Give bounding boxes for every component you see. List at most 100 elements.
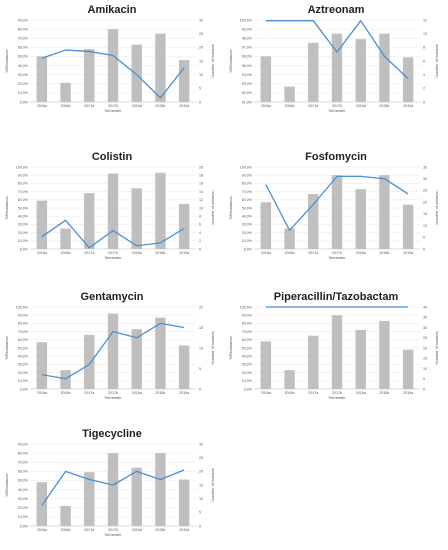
y-axis-title: %Resistance [4, 49, 9, 73]
bar [60, 82, 71, 102]
bar [308, 42, 319, 102]
y-tick-label: 80,0% [18, 182, 29, 186]
y-tick-label: 60,0% [242, 198, 253, 202]
y2-tick-label: 10 [199, 346, 203, 350]
y2-tick-label: 30 [423, 177, 427, 181]
y-tick-label: 98,0% [242, 37, 253, 41]
y-tick-label: 0,0% [20, 100, 29, 104]
x-tick-label: 2017a [84, 251, 94, 255]
y-tick-label: 0,0% [20, 524, 29, 528]
y2-tick-label: 20 [199, 46, 203, 50]
y-tick-label: 92,0% [242, 91, 253, 95]
y-tick-label: 30,0% [242, 223, 253, 227]
x-tick-label: 2016a [261, 391, 271, 395]
y2-tick-label: 10 [423, 32, 427, 36]
x-tick-label: 2017a [84, 104, 94, 108]
x-tick-label: 2018b [379, 104, 389, 108]
y-tick-label: 95,0% [242, 64, 253, 68]
y-tick-label: 70,0% [242, 190, 253, 194]
y-tick-label: 10,0% [242, 239, 253, 243]
y2-tick-label: 30 [199, 442, 203, 446]
y2-tick-label: 20 [423, 200, 427, 204]
x-tick-label: 2017b [332, 104, 342, 108]
y-axis-title: %Resistance [4, 196, 9, 220]
y-tick-label: 100,0% [240, 165, 253, 169]
y2-tick-label: 15 [199, 483, 203, 487]
x-tick-label: 2016b [61, 528, 71, 532]
y-tick-label: 50,0% [242, 346, 253, 350]
y-tick-label: 10,0% [18, 379, 29, 383]
y-tick-label: 60,0% [18, 470, 29, 474]
y2-tick-label: 25 [423, 336, 427, 340]
x-tick-label: 2018a [132, 251, 142, 255]
bar [36, 56, 48, 102]
y-tick-label: 80,0% [242, 322, 253, 326]
y2-axis-title: Number of isolates [210, 191, 215, 224]
bar [155, 453, 166, 526]
y2-tick-label: 0 [199, 247, 201, 251]
y-tick-label: 10,0% [242, 379, 253, 383]
y-tick-label: 50,0% [242, 206, 253, 210]
y2-tick-label: 5 [199, 87, 201, 91]
y-axis-title: %Resistance [228, 336, 233, 360]
y2-tick-label: 25 [199, 456, 203, 460]
bar [284, 86, 295, 102]
x-axis-title: Semester [104, 395, 122, 400]
y-tick-label: 70,0% [18, 190, 29, 194]
bar [402, 57, 414, 102]
x-tick-label: 2016b [285, 251, 295, 255]
y2-tick-label: 2 [199, 239, 201, 243]
y2-tick-label: 4 [423, 73, 425, 77]
bar [36, 200, 48, 249]
y2-tick-label: 5 [423, 377, 425, 381]
chart-tigecycline: Tigecycline 0,0% 10,0% 20,0% 30,0% 40,0% 50,0… [0, 428, 224, 542]
y2-tick-label: 20 [423, 346, 427, 350]
bar [84, 334, 95, 389]
y2-tick-label: 25 [199, 32, 203, 36]
y-axis-title: %Resistance [228, 196, 233, 220]
y-tick-label: 40,0% [18, 215, 29, 219]
y2-tick-label: 40 [423, 305, 427, 309]
bar [107, 173, 119, 249]
y2-tick-label: 15 [423, 212, 427, 216]
y-tick-label: 60,0% [18, 338, 29, 342]
x-tick-label: 2019a [403, 104, 413, 108]
y2-tick-label: 20 [199, 165, 203, 169]
y2-tick-label: 10 [423, 224, 427, 228]
bar [402, 349, 414, 389]
y-tick-label: 70,0% [242, 330, 253, 334]
x-tick-label: 2016b [61, 251, 71, 255]
x-tick-label: 2019a [403, 251, 413, 255]
chart-title: Fosfomycin [305, 151, 367, 163]
y-tick-label: 40,0% [242, 215, 253, 219]
chart-title: Piperacillin/Tazobactam [273, 291, 399, 303]
bar [284, 370, 295, 389]
x-tick-label: 2019a [179, 251, 189, 255]
bar [379, 33, 390, 102]
chart-piperacillin-tazobactam: Piperacillin/Tazobactam 0,0% 10,0% 20,0% 30… [224, 291, 448, 405]
x-tick-label: 2017b [332, 251, 342, 255]
y2-tick-label: 8 [199, 215, 201, 219]
y2-axis-title: Number of isolates [434, 331, 439, 364]
y2-tick-label: 10 [423, 367, 427, 371]
y2-tick-label: 0 [423, 247, 425, 251]
x-tick-label: 2017b [332, 391, 342, 395]
bar [331, 315, 343, 389]
y2-tick-label: 8 [423, 46, 425, 50]
chart-svg: 0,0% 10,0% 20,0% 30,0% 40,0% 50,0% 60,0% 70,0% 8… [4, 165, 215, 260]
y-tick-label: 99,0% [242, 27, 253, 31]
x-tick-label: 2016a [261, 104, 271, 108]
chart-svg: 0,0% 10,0% 20,0% 30,0% 40,0% 50,0% 60,0% 70,0% 8… [4, 18, 215, 113]
y-tick-label: 50,0% [18, 55, 29, 59]
x-tick-label: 2018b [155, 251, 165, 255]
bar [155, 33, 166, 102]
y-tick-label: 30,0% [18, 223, 29, 227]
bar [84, 472, 95, 526]
chart-colistin: Colistin 0,0% 10,0% 20,0% 30,0% 40,0% 50,0% 60… [0, 151, 224, 265]
y2-tick-label: 5 [199, 367, 201, 371]
x-tick-label: 2017b [108, 391, 118, 395]
y-tick-label: 90,0% [242, 314, 253, 318]
chart-title: Tigecycline [82, 428, 142, 440]
y-tick-label: 10,0% [18, 515, 29, 519]
x-axis-title: Semester [104, 532, 122, 537]
